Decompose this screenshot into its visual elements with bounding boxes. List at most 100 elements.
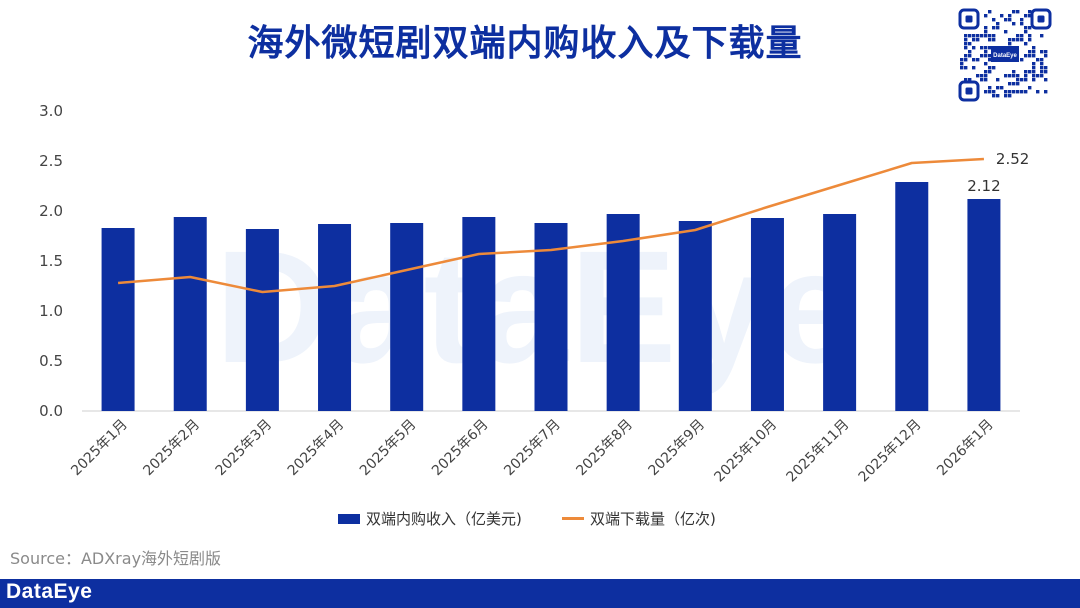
qr-module <box>988 10 992 14</box>
qr-module <box>1012 10 1016 14</box>
qr-module <box>964 66 968 70</box>
line-downloads <box>117 157 984 294</box>
source-note: Source：ADXray海外短剧版 <box>10 549 222 568</box>
bar-revenue <box>101 228 135 411</box>
qr-module <box>996 22 1000 26</box>
qr-module <box>988 34 992 38</box>
bar-revenue <box>750 218 784 411</box>
y-tick-label: 2.0 <box>39 202 63 220</box>
legend-swatch-line <box>562 517 584 520</box>
qr-module <box>960 66 964 70</box>
qr-center-badge <box>991 46 1019 62</box>
qr-module <box>984 30 988 34</box>
qr-module <box>984 90 988 94</box>
qr-module <box>1040 70 1044 74</box>
qr-module <box>968 42 972 46</box>
qr-finder <box>1030 8 1052 30</box>
qr-module <box>1004 74 1008 78</box>
qr-module <box>980 34 984 38</box>
qr-module <box>980 54 984 58</box>
qr-module <box>964 58 968 62</box>
qr-module <box>980 46 984 50</box>
qr-module <box>1040 58 1044 62</box>
qr-module <box>984 34 988 38</box>
bar-revenue <box>318 224 352 411</box>
qr-module <box>972 46 976 50</box>
qr-module <box>964 38 968 42</box>
qr-module <box>1020 58 1024 62</box>
legend-swatch-bar <box>338 513 360 524</box>
legend-item-downloads: 双端下载量（亿次) <box>562 508 716 529</box>
qr-module <box>1028 50 1032 54</box>
qr-module <box>964 34 968 38</box>
qr-module <box>992 34 996 38</box>
qr-module <box>972 58 976 62</box>
qr-module <box>988 86 992 90</box>
x-tick-label: 2025年6月 <box>429 417 492 480</box>
x-tick-label: 2025年1月 <box>68 417 131 480</box>
qr-module <box>1000 14 1004 18</box>
qr-module <box>1024 14 1028 18</box>
qr-module <box>988 70 992 74</box>
y-tick-label: 3.0 <box>39 102 63 120</box>
qr-module <box>1024 26 1028 30</box>
qr-code-graphic: DataEye <box>958 8 1052 102</box>
qr-module <box>1004 94 1008 98</box>
qr-module <box>1028 38 1032 42</box>
qr-module <box>1024 54 1028 58</box>
x-tick-label: 2025年9月 <box>646 417 709 480</box>
qr-module <box>1044 78 1048 82</box>
qr-module <box>992 26 996 30</box>
qr-module <box>1028 26 1032 30</box>
qr-module <box>968 34 972 38</box>
qr-module <box>1024 78 1028 82</box>
qr-module <box>1016 38 1020 42</box>
qr-module <box>996 78 1000 82</box>
qr-module <box>960 58 964 62</box>
qr-module <box>1032 62 1036 66</box>
qr-module <box>984 62 988 66</box>
qr-module <box>1028 34 1032 38</box>
x-tick-label: 2025年7月 <box>501 417 564 480</box>
qr-module <box>976 34 980 38</box>
qr-module <box>1020 78 1024 82</box>
qr-module <box>1020 22 1024 26</box>
bar-revenue <box>173 217 207 411</box>
x-tick-label: 2026年1月 <box>934 417 997 480</box>
qr-module <box>984 26 988 30</box>
x-tick-label: 2025年2月 <box>140 417 203 480</box>
y-tick-label: 1.0 <box>39 302 63 320</box>
qr-module <box>1036 74 1040 78</box>
bar-revenue <box>823 214 857 411</box>
qr-module <box>1020 18 1024 22</box>
qr-module <box>1028 86 1032 90</box>
bar-revenue <box>606 214 640 411</box>
y-tick-label: 0.0 <box>39 402 63 420</box>
qr-module <box>1004 18 1008 22</box>
qr-module <box>976 58 980 62</box>
bar-revenue <box>967 199 1001 411</box>
qr-module <box>1012 70 1016 74</box>
data-label: 2.12 <box>967 177 1000 195</box>
qr-finder-center <box>965 15 973 23</box>
qr-module <box>984 50 988 54</box>
qr-module <box>1008 18 1012 22</box>
qr-module <box>1024 30 1028 34</box>
qr-module <box>1016 78 1020 82</box>
x-tick-label: 2025年10月 <box>711 417 780 486</box>
qr-module <box>1016 10 1020 14</box>
qr-module <box>984 74 988 78</box>
qr-module <box>1016 90 1020 94</box>
qr-finder-center <box>965 87 973 95</box>
qr-module <box>1044 66 1048 70</box>
qr-module <box>1008 14 1012 18</box>
qr-module <box>1024 42 1028 46</box>
qr-module <box>1016 34 1020 38</box>
qr-module <box>1028 54 1032 58</box>
qr-module <box>1000 86 1004 90</box>
qr-module <box>1032 74 1036 78</box>
qr-module <box>988 46 992 50</box>
chart-legend: 双端内购收入（亿美元) 双端下载量（亿次) <box>0 508 1080 532</box>
qr-module <box>984 14 988 18</box>
